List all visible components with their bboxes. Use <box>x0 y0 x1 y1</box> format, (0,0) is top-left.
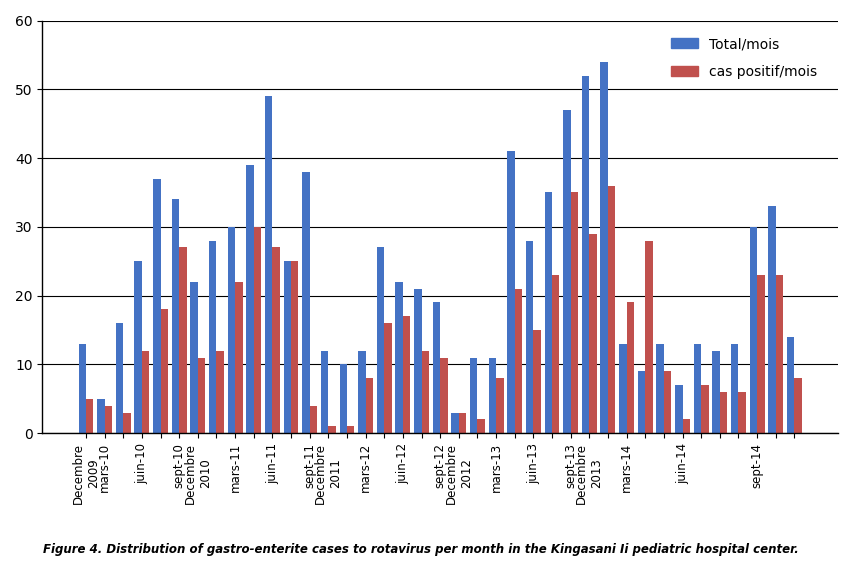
Bar <box>711 351 719 433</box>
Bar <box>730 343 738 433</box>
Bar <box>283 261 291 433</box>
Bar <box>227 227 235 433</box>
Bar <box>366 378 372 433</box>
Bar <box>78 343 86 433</box>
Bar <box>514 289 521 433</box>
Bar <box>544 192 551 433</box>
Bar <box>562 110 570 433</box>
Bar <box>581 76 589 433</box>
Bar <box>793 378 801 433</box>
Bar <box>135 261 141 433</box>
Bar <box>719 392 727 433</box>
Bar <box>451 412 458 433</box>
Bar <box>302 172 309 433</box>
Bar <box>607 186 614 433</box>
Bar <box>272 248 279 433</box>
Bar <box>674 385 682 433</box>
Bar <box>413 289 421 433</box>
Bar <box>786 337 793 433</box>
Bar <box>749 227 757 433</box>
Bar <box>97 399 105 433</box>
Bar <box>600 62 607 433</box>
Bar <box>309 406 317 433</box>
Bar <box>682 420 689 433</box>
Bar <box>265 96 272 433</box>
Bar <box>339 364 347 433</box>
Bar <box>738 392 745 433</box>
Bar <box>589 233 596 433</box>
Bar <box>328 426 336 433</box>
Bar <box>291 261 298 433</box>
Bar <box>86 399 94 433</box>
Bar <box>253 227 261 433</box>
Bar <box>469 358 477 433</box>
Bar <box>347 426 354 433</box>
Bar <box>532 330 540 433</box>
Bar <box>619 343 626 433</box>
Bar <box>507 151 514 433</box>
Legend: Total/mois, cas positif/mois: Total/mois, cas positif/mois <box>665 32 822 85</box>
Bar <box>198 358 205 433</box>
Bar <box>693 343 700 433</box>
Bar <box>432 302 440 433</box>
Bar <box>757 275 763 433</box>
Bar <box>477 420 484 433</box>
Text: Figure 4. Distribution of gastro-enterite cases to rotavirus per month in the Ki: Figure 4. Distribution of gastro-enterit… <box>43 543 797 556</box>
Bar <box>105 406 112 433</box>
Bar <box>320 351 328 433</box>
Bar <box>190 282 198 433</box>
Bar <box>637 371 644 433</box>
Bar <box>774 275 782 433</box>
Bar <box>235 282 242 433</box>
Bar <box>421 351 429 433</box>
Bar <box>383 323 391 433</box>
Bar <box>116 323 123 433</box>
Bar <box>663 371 671 433</box>
Bar <box>160 310 168 433</box>
Bar <box>768 206 774 433</box>
Bar <box>402 316 410 433</box>
Bar <box>141 351 149 433</box>
Bar <box>216 351 224 433</box>
Bar <box>700 385 708 433</box>
Bar <box>209 241 216 433</box>
Bar <box>526 241 532 433</box>
Bar <box>171 199 179 433</box>
Bar <box>551 275 559 433</box>
Bar <box>626 302 633 433</box>
Bar <box>458 412 466 433</box>
Bar <box>123 412 130 433</box>
Bar <box>246 165 253 433</box>
Bar <box>395 282 402 433</box>
Bar <box>496 378 503 433</box>
Bar <box>644 241 652 433</box>
Bar <box>153 179 160 433</box>
Bar <box>440 358 447 433</box>
Bar <box>179 248 187 433</box>
Bar <box>377 248 383 433</box>
Bar <box>358 351 366 433</box>
Bar <box>570 192 578 433</box>
Bar <box>656 343 663 433</box>
Bar <box>488 358 496 433</box>
